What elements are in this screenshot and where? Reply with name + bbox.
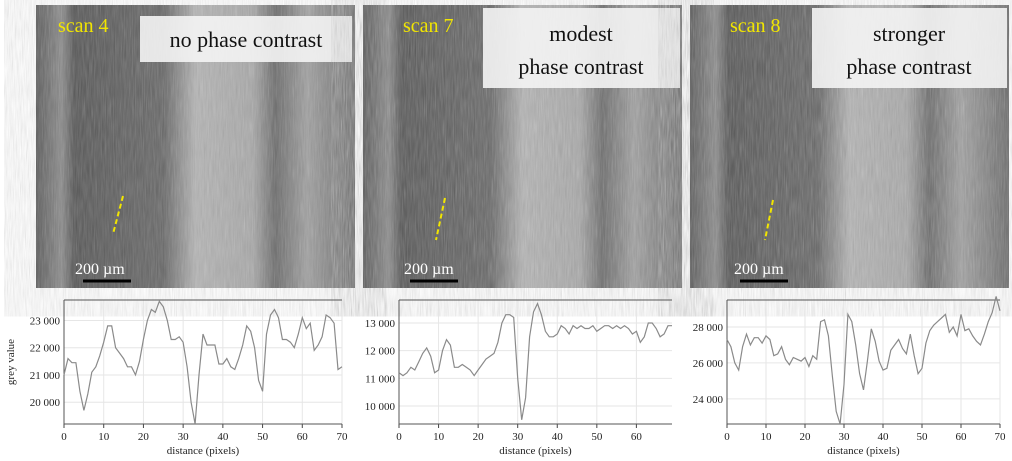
x-tick-label: 70	[995, 431, 1007, 443]
panel-caption: stronger	[873, 21, 946, 46]
x-axis-label: distance (pixels)	[499, 445, 572, 457]
image-panel: scan 4 no phase contrast 200 µm	[36, 5, 355, 288]
x-tick-label: 10	[433, 431, 445, 443]
data-line	[63, 300, 343, 425]
data-line	[398, 302, 672, 420]
panel-caption: modest	[549, 21, 613, 46]
x-tick-label: 50	[917, 431, 929, 443]
scale-label: 200 µm	[75, 261, 125, 278]
y-tick-label: 22 000	[30, 343, 61, 355]
x-tick-label: 60	[297, 431, 309, 443]
y-tick-label: 13 000	[365, 318, 396, 330]
x-axis-label: distance (pixels)	[827, 445, 900, 457]
y-tick-label: 28 000	[693, 322, 724, 334]
y-tick-label: 11 000	[365, 373, 395, 385]
panel-caption: phase contrast	[518, 54, 643, 79]
x-tick-label: 50	[257, 431, 269, 443]
x-tick-label: 0	[724, 431, 730, 443]
x-tick-label: 20	[138, 431, 150, 443]
scan-label: scan 4	[58, 15, 109, 37]
y-tick-label: 12 000	[365, 346, 396, 358]
y-axis-label: grey value	[5, 339, 17, 385]
x-tick-label: 40	[878, 431, 890, 443]
y-tick-label: 20 000	[30, 397, 61, 409]
x-tick-label: 60	[956, 431, 968, 443]
panel-caption: no phase contrast	[170, 27, 323, 52]
y-tick-label: 24 000	[693, 394, 724, 406]
x-tick-label: 70	[337, 431, 349, 443]
image-panel: scan 7 modest phase contrast 200 µm	[363, 5, 682, 288]
image-panel: scan 8 stronger phase contrast 200 µm	[690, 5, 1009, 288]
x-tick-label: 30	[839, 431, 851, 443]
x-tick-label: 20	[473, 431, 485, 443]
x-tick-label: 20	[800, 431, 812, 443]
panel-caption: phase contrast	[846, 54, 971, 79]
x-tick-label: 10	[98, 431, 110, 443]
scan-label: scan 8	[730, 15, 781, 37]
x-tick-label: 10	[761, 431, 773, 443]
scan-label: scan 7	[403, 15, 454, 37]
x-tick-label: 0	[396, 431, 402, 443]
y-tick-label: 23 000	[30, 315, 61, 327]
scale-label: 200 µm	[734, 261, 784, 278]
y-tick-label: 10 000	[365, 401, 396, 413]
x-tick-label: 30	[178, 431, 190, 443]
x-axis-label: distance (pixels)	[167, 445, 240, 457]
x-tick-label: 30	[512, 431, 524, 443]
y-tick-label: 26 000	[693, 358, 724, 370]
scale-label: 200 µm	[404, 261, 454, 278]
x-tick-label: 60	[631, 431, 643, 443]
x-tick-label: 0	[61, 431, 67, 443]
data-line	[726, 296, 1001, 425]
x-tick-label: 40	[552, 431, 564, 443]
x-tick-label: 50	[591, 431, 603, 443]
x-tick-label: 40	[217, 431, 229, 443]
y-tick-label: 21 000	[30, 370, 61, 382]
